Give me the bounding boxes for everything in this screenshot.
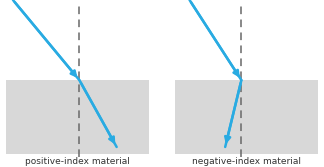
Text: positive-index material: positive-index material [25, 157, 130, 166]
Text: negative-index material: negative-index material [192, 157, 301, 166]
Bar [175, 80, 318, 154]
Bar [6, 80, 149, 154]
